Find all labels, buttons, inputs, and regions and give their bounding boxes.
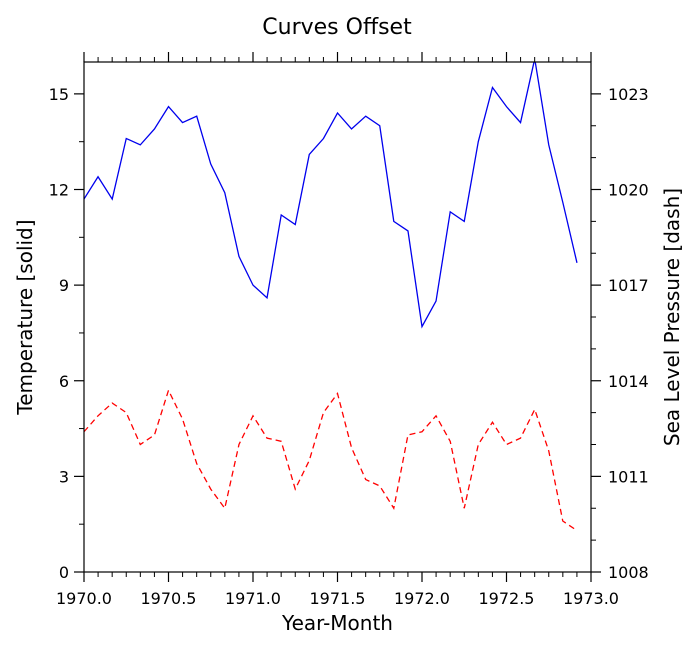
y-tick-label-right: 1020 [608, 181, 649, 200]
y-tick-label-right: 1023 [608, 85, 649, 104]
x-tick-label: 1971.5 [310, 589, 366, 608]
x-tick-label: 1970.0 [56, 589, 112, 608]
x-axis-label: Year-Month [281, 611, 393, 635]
y-tick-label-left: 12 [49, 181, 69, 200]
y-tick-label-left: 9 [59, 276, 69, 295]
y-tick-label-left: 6 [59, 372, 69, 391]
y-tick-label-left: 0 [59, 563, 69, 582]
series-line-pressure [84, 388, 578, 532]
x-tick-label: 1972.0 [394, 589, 450, 608]
series-layer [84, 62, 578, 532]
y-tick-label-right: 1017 [608, 276, 649, 295]
x-tick-label: 1970.5 [141, 589, 197, 608]
y-tick-label-right: 1011 [608, 467, 649, 486]
plot-frame [83, 61, 592, 573]
tick-layer: 1970.0 1970.5 1971.0 1971.5 1972.0 1972.5 1973… [49, 52, 649, 608]
y-tick-label-right: 1014 [608, 372, 649, 391]
y-tick-label-left: 3 [59, 467, 69, 486]
chart-title: Curves Offset [262, 15, 412, 40]
y-tick-label-left: 15 [49, 85, 69, 104]
series-line-temperature [84, 62, 578, 329]
x-tick-label: 1972.5 [479, 589, 535, 608]
y-axis-label-right: Sea Level Pressure [dash] [660, 188, 684, 446]
y-axis-label-left: Temperature [solid] [13, 219, 37, 415]
y-tick-label-right: 1008 [608, 563, 649, 582]
x-tick-label: 1971.0 [225, 589, 281, 608]
x-tick-label: 1973.0 [563, 589, 619, 608]
